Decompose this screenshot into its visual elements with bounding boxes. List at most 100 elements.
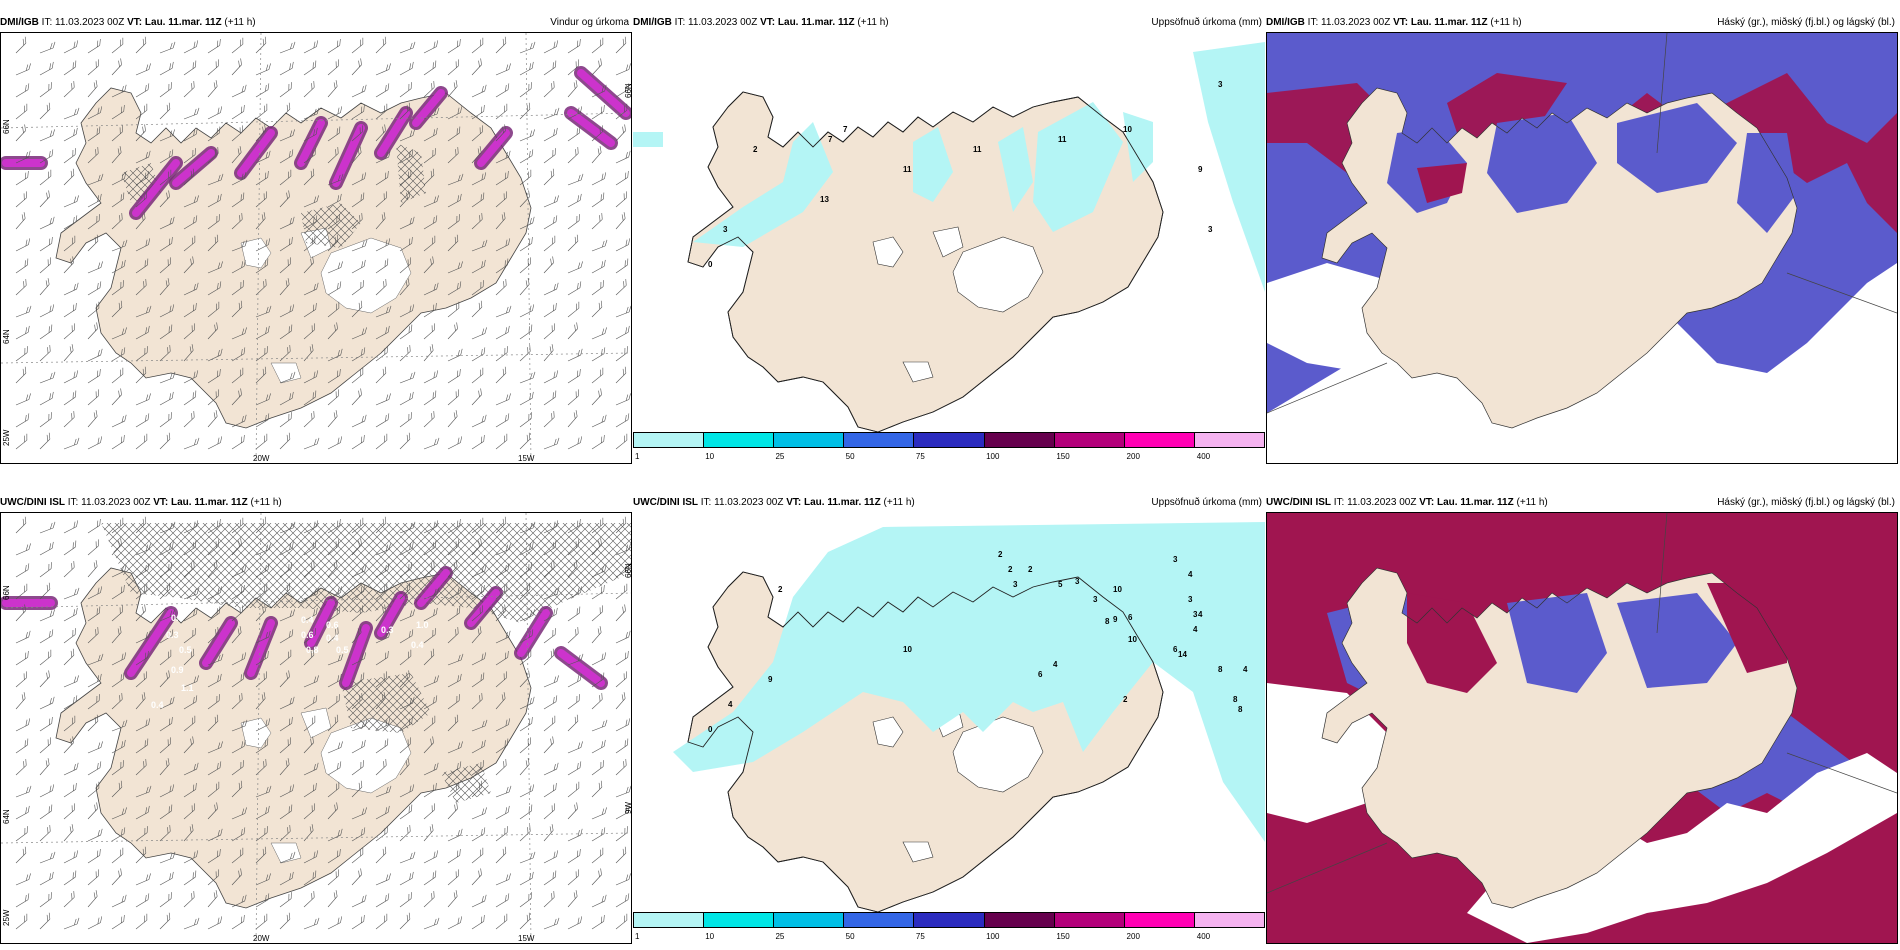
wind-barb [183, 127, 198, 142]
wind-barb [303, 168, 315, 186]
colorbar-segment [774, 913, 845, 927]
wind-barb [615, 83, 630, 98]
wind-barb [111, 760, 124, 776]
wind-barb [495, 759, 507, 776]
wind-barb [111, 146, 122, 164]
wind-barb [567, 848, 581, 864]
wind-barb [303, 148, 316, 164]
wind-barb [111, 300, 123, 318]
glacier [872, 236, 904, 268]
wind-barb [15, 873, 31, 886]
wind-barb [63, 148, 76, 164]
wind-barb [15, 583, 28, 600]
wind-barb [15, 279, 27, 296]
wind-barb [279, 609, 295, 622]
wind-barb [111, 388, 122, 406]
wind-barb [231, 434, 245, 450]
wind-barb [567, 781, 580, 798]
mid-cloud [1737, 133, 1797, 233]
wind-barb [399, 737, 411, 754]
wind-barb [303, 256, 314, 274]
wind-barb [207, 586, 223, 600]
wind-barb [471, 192, 485, 208]
wind-barb [111, 239, 128, 252]
wind-barb [207, 147, 219, 164]
wind-barb [495, 393, 511, 406]
wind-barb [471, 672, 485, 688]
wind-map: 0.4 0.3 0.5 0.9 1.1 0.4 0.6 0.4 0.5 0.3 1.0 0.4 0.4 0… [0, 512, 632, 944]
lat-label-66n-right: 66N [624, 83, 633, 98]
wind-barb [567, 234, 579, 252]
wind-barb [87, 560, 98, 578]
graticule [255, 513, 262, 943]
wind-barb [183, 870, 197, 886]
wind-barb [279, 149, 294, 164]
wind-barb [255, 124, 266, 142]
wind-barb [591, 192, 605, 208]
colorbar-label: 200 [1126, 452, 1140, 461]
it-label: IT: [1307, 17, 1319, 28]
wind-barb [447, 261, 463, 274]
wind-barb [591, 847, 604, 864]
wind-barb [111, 914, 125, 930]
wind-barb [519, 912, 531, 930]
wind-barb [111, 538, 122, 556]
wind-barb [591, 914, 605, 930]
wind-barb [63, 803, 75, 820]
wind-barb [591, 538, 602, 556]
wind-barb [63, 762, 79, 776]
wind-barb [567, 916, 583, 930]
wind-barb [135, 103, 148, 120]
wind-barb [231, 213, 243, 230]
wind-map-canvas [1, 33, 631, 463]
wind-barb [327, 741, 343, 754]
wind-barb [399, 804, 413, 820]
wind-barb [15, 238, 31, 252]
wind-barb [591, 367, 604, 384]
wind-barb [519, 61, 534, 76]
colorbar [633, 912, 1265, 928]
wind-barb [87, 828, 103, 842]
rain-band-core [307, 599, 335, 647]
wind-barb [135, 846, 147, 864]
wind-barb [375, 692, 386, 710]
wind-barb [39, 371, 56, 384]
wind-barb [39, 784, 55, 798]
wind-barb [183, 587, 200, 600]
mid-cloud [1617, 103, 1737, 193]
wind-barb [135, 366, 147, 384]
wind-barb [279, 190, 290, 208]
wind-barb [351, 388, 362, 406]
wind-barb [447, 389, 459, 406]
wind-barb [207, 301, 220, 318]
wind-barb [615, 124, 626, 142]
wind-barb [63, 195, 79, 208]
wind-barb [255, 650, 269, 666]
colorbar-label: 400 [1196, 932, 1211, 941]
wind-barb [447, 59, 459, 76]
wind-barb [447, 761, 462, 776]
wind-barb [135, 671, 147, 688]
wind-barb [111, 434, 125, 450]
precip-value: 0 [708, 260, 713, 269]
rain-value: 0.6 [301, 630, 314, 640]
wind-barb [615, 738, 629, 754]
high-cloud [1707, 583, 1787, 673]
wind-barb [567, 694, 580, 710]
precip-value: 4 [1188, 570, 1193, 579]
wind-barb [327, 281, 342, 296]
wind-barb [87, 126, 101, 142]
wind-barb [183, 370, 199, 384]
precip-value: 11 [973, 145, 982, 154]
wind-barb [615, 846, 627, 864]
precip-value: 11 [1058, 135, 1067, 144]
wind-map-canvas: 0.40.30.50.91.10.40.60.40.50.3 1.00.40.40… [1, 513, 631, 943]
wind-barb [423, 370, 439, 384]
wind-barb [183, 390, 197, 406]
wind-barb [567, 586, 583, 600]
wind-barb [519, 216, 535, 230]
precip-value: 4 [1198, 610, 1203, 619]
wind-barb [63, 344, 74, 362]
wind-barb [567, 673, 582, 688]
wind-barb [135, 718, 151, 732]
